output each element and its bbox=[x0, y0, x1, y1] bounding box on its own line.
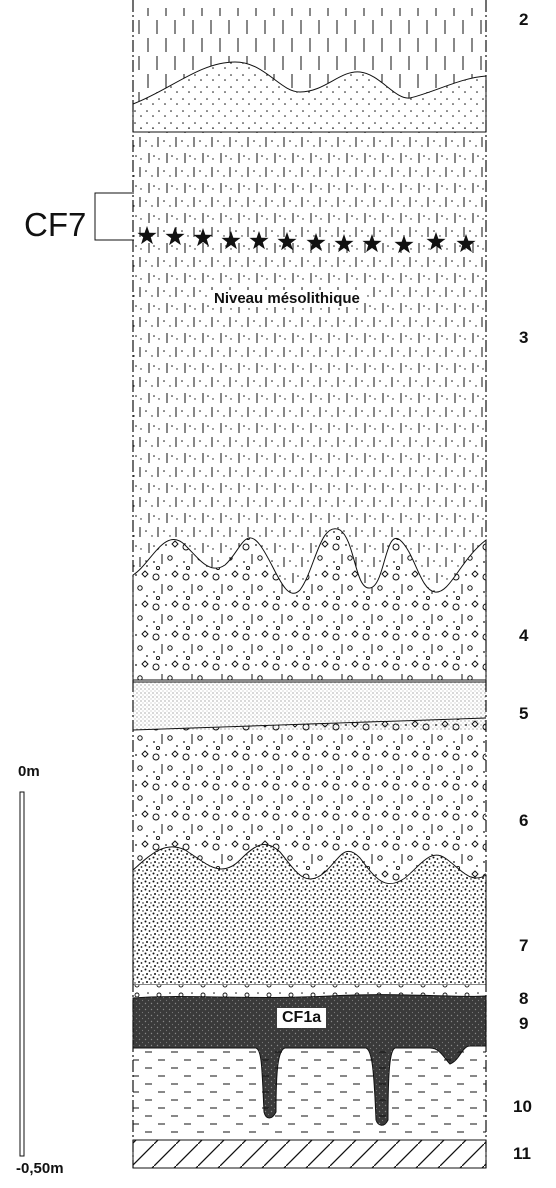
layer-number-5: 5 bbox=[519, 704, 529, 723]
layer-number-6: 6 bbox=[519, 811, 529, 830]
cf1a-label: CF1a bbox=[277, 1008, 327, 1028]
layer-number-7: 7 bbox=[519, 936, 529, 955]
layer-10 bbox=[133, 1048, 486, 1140]
layer-11 bbox=[132, 1139, 487, 1169]
mesolithic-level-label: Niveau mésolithique bbox=[211, 290, 363, 307]
layer-number-11: 11 bbox=[513, 1144, 531, 1163]
scale-bar bbox=[19, 791, 25, 1157]
layer-number-9: 9 bbox=[519, 1014, 529, 1033]
layer-number-3: 3 bbox=[519, 328, 529, 347]
cf7-bracket bbox=[94, 192, 134, 241]
layer-number-2: 2 bbox=[519, 10, 529, 29]
layer-number-8: 8 bbox=[519, 989, 529, 1008]
layer-number-10: 10 bbox=[513, 1097, 532, 1116]
layer-3 bbox=[133, 132, 486, 592]
scale-top-label: 0m bbox=[18, 763, 40, 780]
scale-bottom-label: -0,50m bbox=[16, 1160, 64, 1177]
cf7-label: CF7 bbox=[24, 206, 87, 243]
layer-number-4: 4 bbox=[519, 626, 529, 645]
layer-6 bbox=[133, 718, 486, 890]
